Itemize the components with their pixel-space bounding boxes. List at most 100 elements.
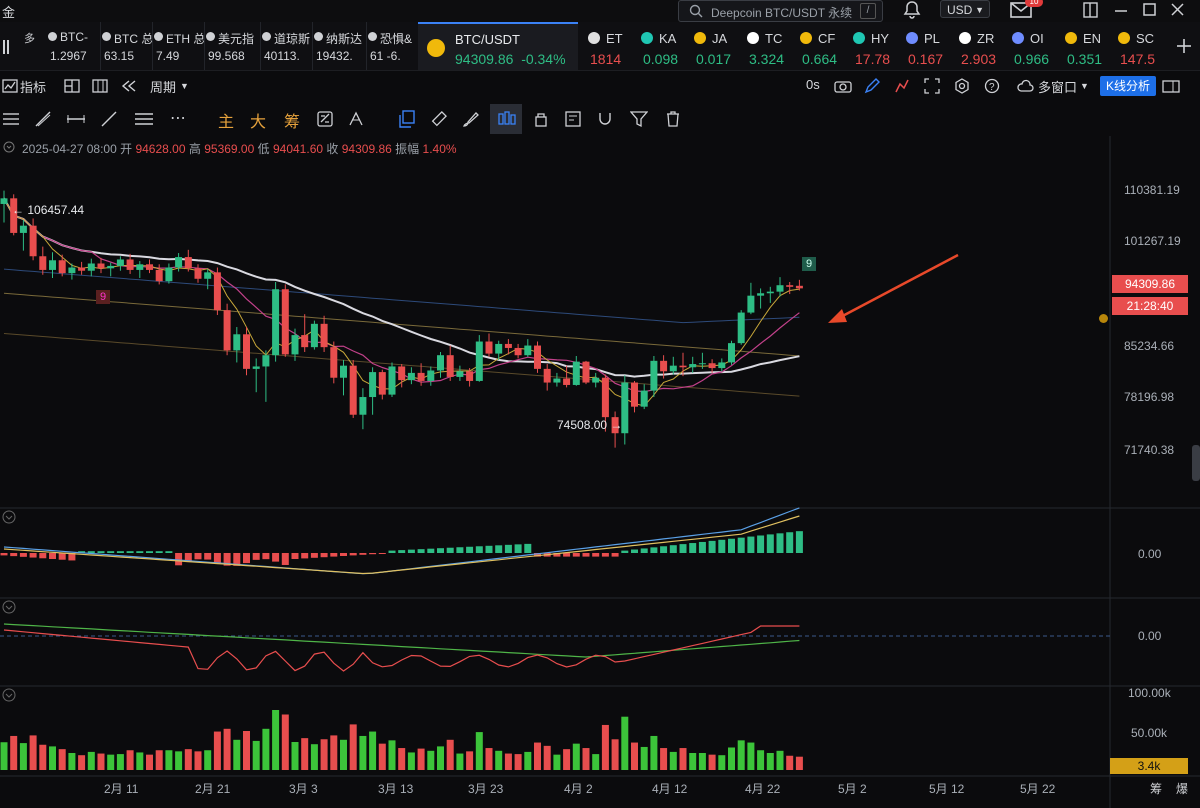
ticker-item[interactable]: TC 3.324 [743, 22, 796, 70]
ticker-item[interactable]: OI 0.966 [1008, 22, 1061, 70]
filter-icon[interactable] [630, 110, 648, 128]
edit-list-icon[interactable] [564, 110, 582, 128]
chevron-down-icon[interactable]: ▼ [1080, 81, 1089, 91]
kline-analysis-button[interactable]: K线分析 [1100, 76, 1156, 96]
scroll-handle[interactable] [1192, 445, 1200, 481]
pen-icon[interactable] [864, 78, 880, 94]
candle-body [223, 310, 231, 351]
close-icon[interactable] [1164, 0, 1190, 20]
compare-icon[interactable] [316, 110, 334, 128]
camera-icon[interactable] [834, 78, 852, 94]
more-icon[interactable]: ⋯ [170, 110, 186, 127]
dock-icon[interactable] [1162, 78, 1180, 94]
ticker-item[interactable]: 道琼斯 40113. [260, 22, 313, 70]
parallel-lines-icon[interactable] [134, 110, 154, 128]
settings-icon[interactable] [954, 78, 970, 94]
measure-icon[interactable] [348, 110, 366, 128]
grid-icon[interactable] [92, 78, 108, 94]
volume-bar [398, 748, 406, 770]
pane-toggle-icon[interactable] [2, 600, 16, 614]
popout-icon[interactable] [1078, 0, 1104, 20]
ticker-item[interactable]: PL 0.167 [902, 22, 955, 70]
add-ticker-icon[interactable] [1176, 38, 1192, 54]
chips-toggle[interactable]: 筹 [1150, 782, 1163, 796]
candle-body [553, 378, 561, 383]
price-chart[interactable] [0, 136, 1200, 808]
ticker-name: KA [659, 31, 677, 46]
help-icon[interactable]: ? [984, 78, 1000, 94]
ticker-item[interactable]: EN 0.351 [1061, 22, 1114, 70]
period-button[interactable]: 周期 [150, 80, 177, 95]
indicators-button[interactable]: 指标 [20, 80, 47, 95]
chips-button[interactable]: 筹 [284, 114, 301, 131]
collapse-icon[interactable] [2, 38, 12, 56]
ticker-item[interactable]: BTC 总 63.15 [100, 22, 153, 70]
volume-bar [78, 755, 86, 770]
coin-icon [1065, 32, 1077, 44]
ticker-item[interactable]: 恐惧& 61 -6. [366, 22, 419, 70]
macd-bar [301, 553, 309, 559]
macd-bar [437, 548, 444, 553]
candle-body [446, 355, 454, 377]
indicator-icon[interactable] [2, 78, 18, 94]
ticker-item[interactable]: JA 0.017 [690, 22, 743, 70]
candle-body [563, 378, 571, 385]
maximize-icon[interactable] [1136, 0, 1162, 20]
cloud-icon[interactable] [1016, 78, 1034, 94]
rewind-icon[interactable] [120, 78, 138, 94]
volume-bar [475, 732, 483, 770]
ticker-name: JA [712, 31, 728, 46]
pane-toggle-icon[interactable] [2, 510, 16, 524]
candle-body [398, 366, 406, 381]
trendline-icon[interactable] [34, 110, 52, 128]
ticker-item[interactable]: ZR 2.903 [955, 22, 1008, 70]
ticker-item[interactable]: ET 1814 [584, 22, 637, 70]
liquidation-toggle[interactable]: 爆 [1176, 782, 1189, 796]
macd-bar [281, 553, 289, 565]
volume-axis-label: 50.00k [1131, 726, 1168, 740]
ray-icon[interactable] [100, 110, 118, 128]
info-toggle-icon[interactable] [3, 141, 15, 153]
currency-select[interactable]: USD ▼ [940, 0, 990, 18]
macd-bar [669, 545, 677, 553]
layout-icon[interactable] [64, 78, 80, 94]
multi-window-button[interactable]: 多窗口 [1038, 80, 1078, 95]
ticker-btc-usdt-active[interactable]: BTC/USDT 94309.86 -0.34% [418, 22, 578, 70]
lock-icon[interactable] [532, 110, 550, 128]
fullscreen-icon[interactable] [924, 78, 940, 94]
pane-toggle-icon[interactable] [2, 688, 16, 702]
ticker-item[interactable]: BTC- 1.2967 [46, 22, 101, 70]
ticker-item[interactable]: SC 147.5 [1114, 22, 1167, 70]
ticker-bar [0, 22, 1200, 71]
candle-body [427, 370, 435, 381]
brush-icon[interactable] [462, 110, 480, 128]
bell-icon[interactable] [900, 0, 924, 20]
big-order-button[interactable]: 大 [250, 114, 267, 131]
macd-bar [679, 544, 687, 553]
volume-bar [388, 740, 396, 770]
menu-icon[interactable] [2, 110, 20, 128]
trash-icon[interactable] [664, 110, 682, 128]
ticker-item[interactable]: HY 17.78 [849, 22, 902, 70]
main-indicator-button[interactable]: 主 [218, 114, 235, 131]
copy-icon[interactable] [398, 110, 416, 128]
ticker-item[interactable]: 纳斯达 19432. [312, 22, 367, 70]
ticker-item[interactable]: 美元指 99.568 [204, 22, 261, 70]
volume-bar [563, 749, 571, 770]
chevron-down-icon[interactable]: ▼ [180, 81, 189, 91]
ruler-icon[interactable] [430, 110, 448, 128]
chart-type-icon[interactable] [894, 78, 910, 94]
minimize-icon[interactable] [1108, 0, 1134, 20]
macd-bar [126, 551, 134, 553]
ticker-item[interactable]: ETH 总 7.49 [152, 22, 205, 70]
candlestick-tool-icon[interactable] [497, 110, 517, 128]
magnet-icon[interactable] [596, 110, 614, 128]
ticker-item[interactable]: KA 0.098 [637, 22, 690, 70]
candle-body [281, 289, 289, 355]
horizontal-line-icon[interactable] [66, 110, 86, 128]
search-input[interactable]: Deepcoin BTC/USDT 永续 / [678, 0, 883, 22]
alert-dot-icon[interactable] [1099, 314, 1108, 323]
macd-bar [640, 548, 648, 553]
macd-bar [718, 539, 726, 553]
ticker-item[interactable]: CF 0.664 [796, 22, 849, 70]
